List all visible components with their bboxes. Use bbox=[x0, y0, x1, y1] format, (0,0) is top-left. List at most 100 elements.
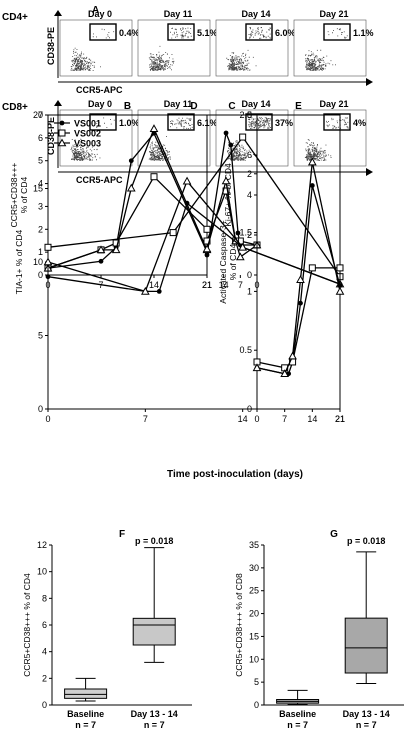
category-label: Day 13 - 14 bbox=[131, 709, 178, 719]
flow-plot-frame bbox=[59, 109, 133, 167]
y-axis-label: CCR5+CD38+++ % of CD4 bbox=[22, 573, 32, 677]
gate-percent: 5.1% bbox=[197, 28, 218, 38]
x-arrow-head bbox=[366, 78, 373, 86]
data-point-circle bbox=[59, 120, 65, 126]
data-point-triangle bbox=[288, 351, 297, 360]
flow-events bbox=[226, 117, 271, 161]
y-tick-label: 8 bbox=[42, 593, 47, 603]
y-tick-label: 1 bbox=[38, 247, 43, 257]
data-point-triangle bbox=[221, 176, 231, 185]
y-tick-label: 25 bbox=[249, 586, 259, 596]
legend-entry: VS003 bbox=[54, 138, 101, 149]
data-point-square bbox=[169, 229, 177, 237]
flow-events bbox=[305, 28, 348, 71]
x-tick-label: 14 bbox=[219, 280, 229, 290]
n-label: n = 7 bbox=[287, 720, 308, 730]
y-tick-label: 6 bbox=[38, 133, 43, 143]
day-label: Day 11 bbox=[164, 9, 193, 19]
data-point-triangle bbox=[235, 252, 245, 261]
y-tick-label: 6 bbox=[42, 620, 47, 630]
series-line bbox=[47, 135, 341, 278]
y-tick-label: 20 bbox=[249, 609, 259, 619]
gate-box bbox=[167, 113, 195, 131]
data-point-triangle bbox=[307, 157, 317, 166]
flow-plot: Day 14 6.0% bbox=[215, 9, 296, 77]
x-tick-label: 21 bbox=[202, 280, 212, 290]
data-point-triangle bbox=[280, 369, 290, 378]
data-point-circle bbox=[309, 183, 315, 188]
legend-entry: VS001 bbox=[54, 119, 101, 129]
gate-percent: 6.0% bbox=[275, 28, 296, 38]
legend-entry: VS002 bbox=[54, 129, 101, 139]
x-tick-label: 7 bbox=[143, 414, 148, 424]
day-label: Day 14 bbox=[241, 99, 270, 109]
y-axis-label: TIA-1+ % of CD4 bbox=[14, 229, 24, 294]
p-value: p = 0.018 bbox=[347, 536, 385, 546]
flow-events bbox=[226, 27, 271, 71]
y-tick-label: 15 bbox=[249, 631, 259, 641]
row-label: CD8+ bbox=[2, 102, 28, 113]
series-line bbox=[47, 126, 208, 269]
flow-events bbox=[148, 27, 192, 71]
data-point-circle bbox=[298, 300, 303, 306]
gate-percent: 0.4% bbox=[119, 28, 140, 38]
y-axis-label: CCR5+CD38+++ % of CD8 bbox=[234, 573, 244, 677]
data-point-square bbox=[58, 129, 66, 137]
iqr-box bbox=[344, 617, 388, 674]
day-label: Day 21 bbox=[319, 99, 348, 109]
data-point-square bbox=[150, 173, 158, 181]
data-point-square bbox=[308, 264, 316, 272]
y-tick-label: 1 bbox=[247, 286, 252, 296]
y-tick-label: 2 bbox=[42, 673, 47, 683]
data-point-triangle bbox=[111, 245, 121, 254]
y-arrow-head bbox=[54, 10, 62, 16]
x-tick-label: 21 bbox=[335, 414, 345, 424]
series-line bbox=[47, 132, 208, 269]
data-point-triangle bbox=[96, 245, 106, 254]
panel-letter: E bbox=[295, 101, 302, 112]
panel-letter: C bbox=[228, 101, 235, 112]
data-point-square bbox=[203, 225, 211, 233]
panel-letter: G bbox=[330, 529, 338, 540]
day-label: Day 14 bbox=[241, 9, 270, 19]
panel-letter: F bbox=[119, 529, 125, 540]
y-tick-label: 15 bbox=[33, 184, 43, 194]
flow-events bbox=[304, 117, 349, 161]
series-vs003 bbox=[252, 157, 345, 378]
gate-box bbox=[245, 113, 273, 131]
data-point-circle bbox=[184, 200, 190, 206]
data-point-circle bbox=[228, 142, 234, 148]
box-baseline bbox=[276, 689, 320, 706]
day-label: Day 0 bbox=[88, 9, 112, 19]
data-point-circle bbox=[223, 130, 229, 136]
y-tick-label: 0 bbox=[247, 404, 252, 414]
n-label: n = 7 bbox=[144, 720, 165, 730]
data-point-triangle bbox=[57, 138, 67, 147]
flow-plot: Day 0 0.4% bbox=[59, 9, 140, 77]
panel-a-letter: A bbox=[92, 5, 99, 16]
y-tick-label: 12 bbox=[37, 540, 47, 550]
data-point-square bbox=[203, 237, 211, 245]
legend-label: VS001 bbox=[74, 119, 101, 129]
y-tick-label: 7 bbox=[38, 110, 43, 120]
series-vs002 bbox=[253, 264, 344, 372]
day-label: Day 0 bbox=[88, 99, 112, 109]
box-day13-14 bbox=[344, 551, 388, 685]
gate-percent: 4% bbox=[353, 118, 366, 128]
y-tick-label: 5 bbox=[38, 331, 43, 341]
plot-frame bbox=[256, 114, 341, 410]
y-tick-label: 5 bbox=[38, 156, 43, 166]
flow-plot: Day 116.1% bbox=[137, 99, 218, 167]
y-tick-label: 2 bbox=[247, 230, 252, 240]
series-vs002 bbox=[44, 173, 211, 272]
y-tick-label: 4 bbox=[42, 647, 47, 657]
y-axis-label: CCR5+CD38+++ bbox=[9, 163, 19, 228]
panel-a-flow-cytometry: A CD4+ CD38-PE CCR5-APC Day 0 0.4% Day 11 5.1%… bbox=[2, 5, 374, 185]
y-axis-label: CD38-PE bbox=[46, 117, 56, 155]
x-tick-label: 21 bbox=[335, 414, 345, 424]
data-point-triangle bbox=[296, 275, 305, 283]
data-point-triangle bbox=[43, 257, 53, 266]
panel-letter: D bbox=[190, 101, 197, 112]
data-point-triangle bbox=[202, 244, 212, 253]
